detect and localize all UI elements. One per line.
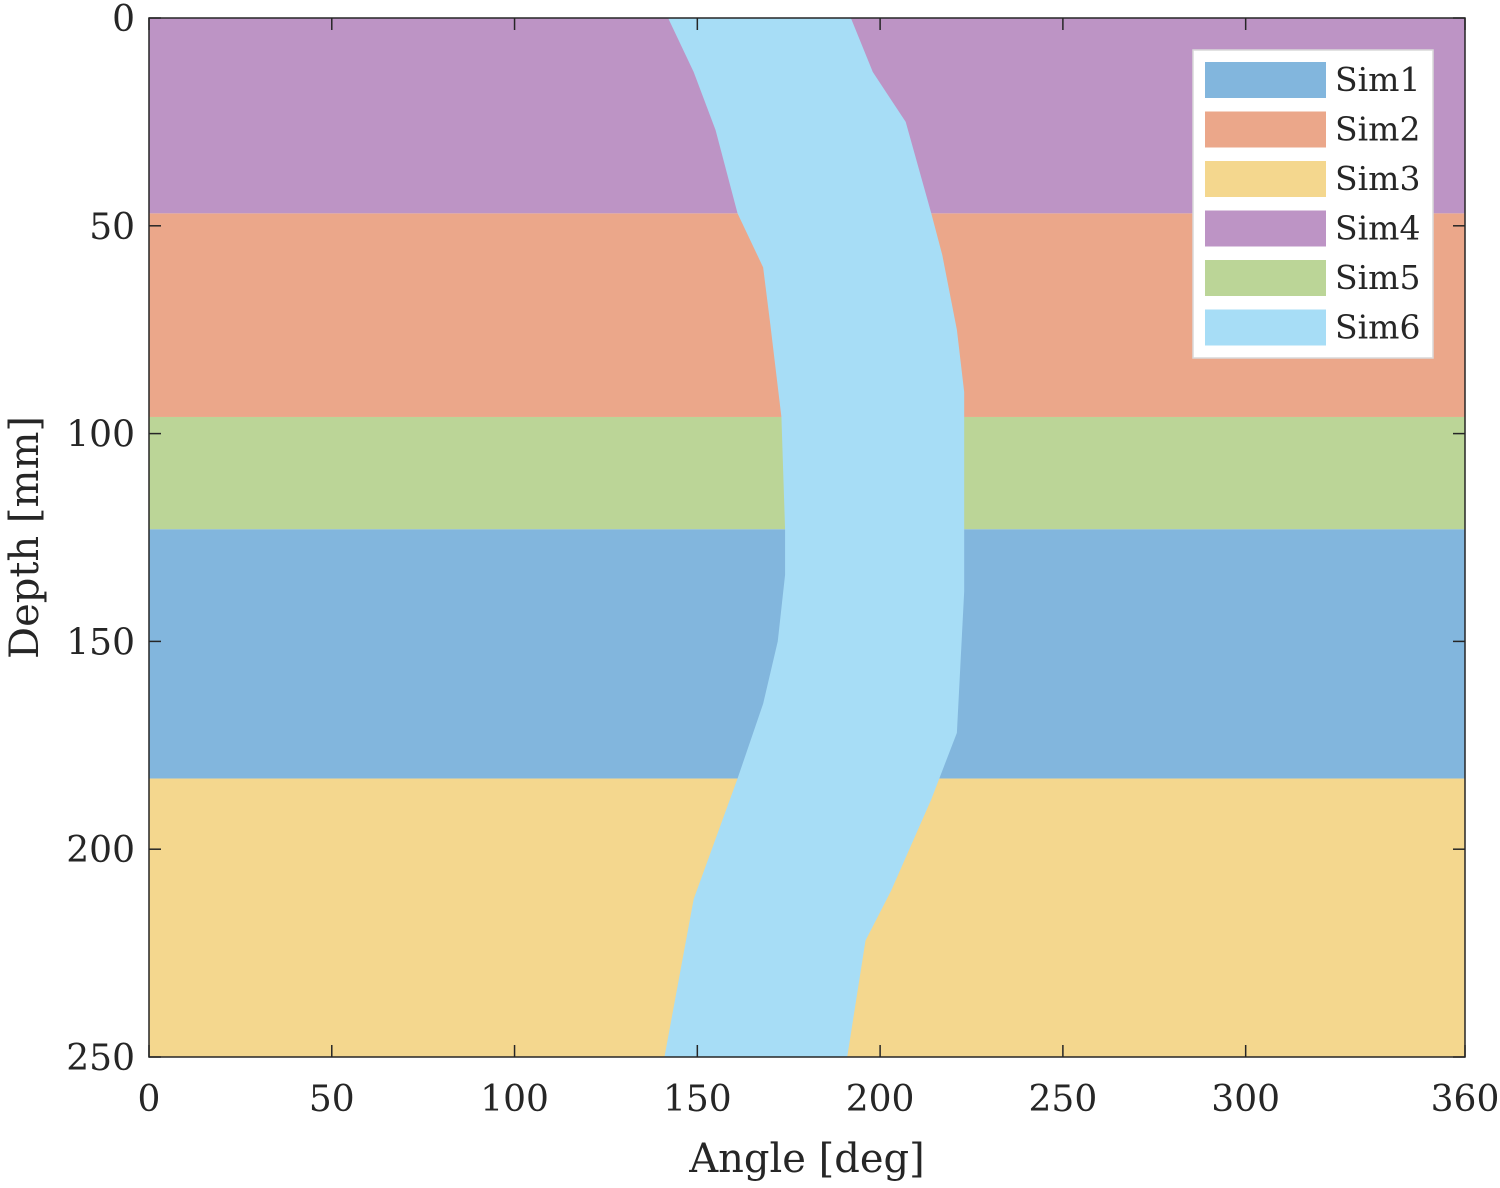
y-tick-label: 250 <box>66 1038 135 1079</box>
y-axis-ticks: 0 50 100 150 200 250 <box>66 0 1465 1079</box>
legend-label-sim6: Sim6 <box>1335 308 1420 347</box>
area-sim6 <box>664 18 965 1057</box>
x-axis-title: Angle [deg] <box>688 1136 925 1182</box>
legend-label-sim5: Sim5 <box>1335 258 1420 297</box>
legend-swatch-sim6 <box>1205 309 1326 346</box>
sim6-area-layer <box>664 18 965 1057</box>
axes-box <box>148 17 1466 1058</box>
legend-swatch-sim3 <box>1205 161 1326 197</box>
legend-label-sim1: Sim1 <box>1335 60 1420 99</box>
x-tick-label: 0 <box>138 1079 161 1120</box>
legend-swatch-sim4 <box>1205 210 1326 247</box>
plot-axes <box>148 17 1466 1058</box>
x-tick-label: 200 <box>846 1079 915 1120</box>
y-tick-label: 100 <box>66 415 135 456</box>
y-tick-label: 50 <box>89 207 135 248</box>
y-tick-label: 0 <box>112 0 135 40</box>
y-tick-label: 150 <box>66 622 135 663</box>
x-axis-ticks: 0 50 100 150 200 250 300 360 <box>138 18 1500 1120</box>
legend-box <box>1192 49 1434 359</box>
x-tick-label: 300 <box>1211 1079 1280 1120</box>
legend-label-sim2: Sim2 <box>1335 110 1420 149</box>
legend-label-sim3: Sim3 <box>1335 159 1420 198</box>
legend-swatch-sim2 <box>1205 111 1326 148</box>
legend-swatch-sim1 <box>1205 62 1326 98</box>
legend-swatch-sim5 <box>1205 260 1326 296</box>
legend-label-sim4: Sim4 <box>1335 209 1420 248</box>
x-tick-label: 100 <box>480 1079 549 1120</box>
x-tick-label: 250 <box>1029 1079 1098 1120</box>
legend: Sim1 Sim2 Sim3 Sim4 Sim5 Sim6 <box>1192 49 1434 359</box>
x-tick-label: 50 <box>309 1079 355 1120</box>
x-tick-label: 150 <box>663 1079 732 1120</box>
y-tick-label: 200 <box>66 830 135 871</box>
y-axis-title: Depth [mm] <box>2 416 48 659</box>
x-tick-label: 360 <box>1431 1079 1500 1120</box>
